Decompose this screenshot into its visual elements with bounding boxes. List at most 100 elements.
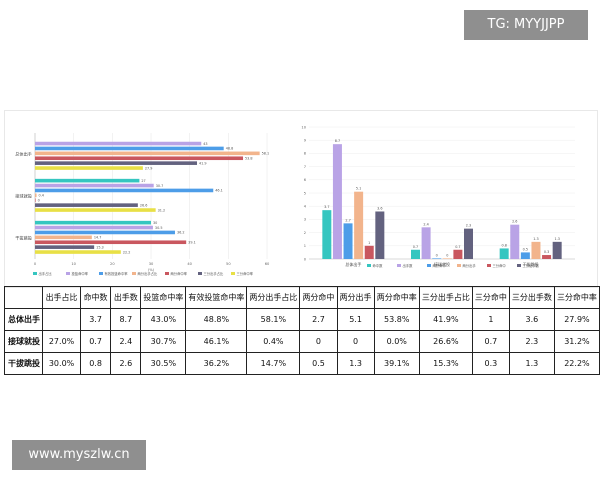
table-cell: 1.3 (508, 352, 555, 375)
table-cell: 0.7 (471, 330, 510, 353)
horizontal-bar-chart: 0 10 20 30 40 50 60 (%) 总体出手 43 48.8 58.1 53.8 41.9 27… (15, 133, 270, 276)
table-cell: 58.1% (246, 308, 301, 331)
data-label: 1 (368, 241, 370, 245)
legend-swatch (517, 264, 521, 267)
legend-swatch (99, 272, 103, 275)
y-tick-label: 7 (304, 165, 306, 169)
data-label: 27 (141, 179, 145, 183)
y-tick-label: 3 (304, 218, 306, 222)
bar (322, 210, 332, 259)
bar (35, 225, 153, 230)
legend-label: 出手数 (403, 263, 414, 268)
data-label: 0 (446, 253, 448, 257)
bar (35, 183, 154, 188)
table-cell: 3.7 (79, 308, 112, 331)
bar (531, 241, 541, 259)
table-header-row: 出手占比 命中数 出手数 投篮命中率 有效投篮命中率 两分出手占比 两分命中 两分出手 两分命中… (3, 286, 600, 309)
column-header (3, 286, 44, 309)
table-cell: 2.3 (508, 330, 555, 353)
x-tick-label: 20 (110, 262, 115, 266)
table-cell: 0.5 (299, 352, 338, 375)
column-header: 三分命中率 (553, 286, 600, 309)
table-cell: 0.3 (471, 352, 510, 375)
legend-label: 三分命中 (493, 263, 506, 268)
legend-label: 两分命中率 (171, 271, 188, 276)
table-cell: 8.7 (110, 308, 142, 331)
bar (35, 220, 151, 225)
stats-table: 出手占比 命中数 出手数 投篮命中率 有效投篮命中率 两分出手占比 两分命中 两分出手 两分命中… (3, 286, 600, 375)
data-label: 14.7 (94, 236, 102, 240)
legend-label: 三分出手占比 (204, 271, 224, 276)
bar (510, 224, 520, 259)
x-tick-label: 10 (71, 262, 76, 266)
watermark-top: TG: MYYJJPP (464, 10, 588, 40)
category-label: 接球就投 (434, 261, 450, 267)
table-cell: 0 (336, 330, 375, 353)
table-cell: 26.6% (418, 330, 473, 353)
data-label: 2.4 (423, 222, 428, 226)
data-label: 8.7 (335, 139, 340, 143)
bar (35, 198, 36, 203)
table-cell: 53.8% (373, 308, 420, 331)
data-label: 15.3 (96, 245, 104, 249)
category-label: 总体出手 (15, 151, 32, 158)
charts-panel: 0 10 20 30 40 50 60 (%) 总体出手 43 48.8 58.1 53.8 41.9 27… (4, 110, 598, 288)
column-header: 两分命中率 (373, 286, 420, 309)
table-cell: 1.3 (336, 352, 375, 375)
data-label: 43 (203, 142, 207, 146)
x-axis-unit: (%) (148, 268, 155, 272)
data-label: 1.3 (533, 237, 538, 241)
data-label: 0.5 (523, 247, 528, 251)
bar (375, 211, 385, 259)
legend-label: 有效投篮命中率 (105, 271, 129, 276)
legend-label: 两分出手 (463, 263, 477, 268)
column-header: 两分出手占比 (246, 286, 301, 309)
data-label: 41.9 (199, 161, 207, 165)
column-header: 投篮命中率 (140, 286, 187, 309)
legend-swatch (231, 272, 235, 275)
data-label: 30.7 (156, 184, 164, 188)
bar (35, 203, 138, 207)
table-cell: 15.3% (418, 352, 473, 375)
bar (35, 208, 156, 212)
data-label: 39.1 (188, 240, 196, 244)
y-tick-label: 5 (304, 191, 306, 195)
bar (35, 235, 92, 240)
table-cell: 31.2% (553, 330, 600, 353)
data-label: 2.7 (345, 218, 350, 222)
legend-label: 投篮命中率 (72, 271, 89, 276)
category-label: 干拔跳投 (523, 261, 539, 267)
table-cell: 0.8 (79, 352, 112, 375)
legend-swatch (198, 272, 202, 275)
column-header: 两分出手 (336, 286, 375, 309)
legend-swatch (397, 264, 401, 267)
data-label: 3.6 (377, 206, 382, 210)
legend-swatch (66, 272, 70, 275)
table-cell: 0.0% (373, 330, 420, 353)
legend-label: 出手占比 (39, 271, 53, 276)
data-label: 0.7 (413, 245, 418, 249)
data-label: 0 (436, 253, 438, 257)
category-label: 接球就投 (15, 193, 32, 200)
legend-label: 两分出手占比 (138, 271, 158, 276)
data-label: 0.8 (501, 243, 506, 247)
data-label: 53.8 (245, 156, 253, 160)
x-tick-label: 30 (149, 262, 154, 266)
y-tick-label: 4 (304, 205, 307, 209)
data-label: 3.7 (324, 205, 329, 209)
table-cell: 0.4% (246, 330, 301, 353)
bar (35, 166, 143, 170)
x-tick-label: 0 (34, 262, 37, 266)
data-label: 2.3 (466, 224, 471, 228)
column-header: 出手数 (110, 286, 142, 309)
table-cell (42, 308, 81, 331)
bar (520, 252, 530, 259)
legend-swatch (487, 264, 491, 267)
bar (35, 151, 260, 156)
data-label: 31.2 (158, 208, 166, 212)
table-cell: 36.2% (185, 352, 248, 375)
vertical-bar-chart: 0 1 2 3 4 5 6 7 8 9 10 3.7 8.7 2.7 5.1 1 3.6 总体出手 0.7 2.4 0 0… (301, 125, 575, 268)
column-header: 命中数 (79, 286, 112, 309)
data-label: 0 (38, 198, 40, 202)
data-label: 2.6 (512, 220, 517, 224)
